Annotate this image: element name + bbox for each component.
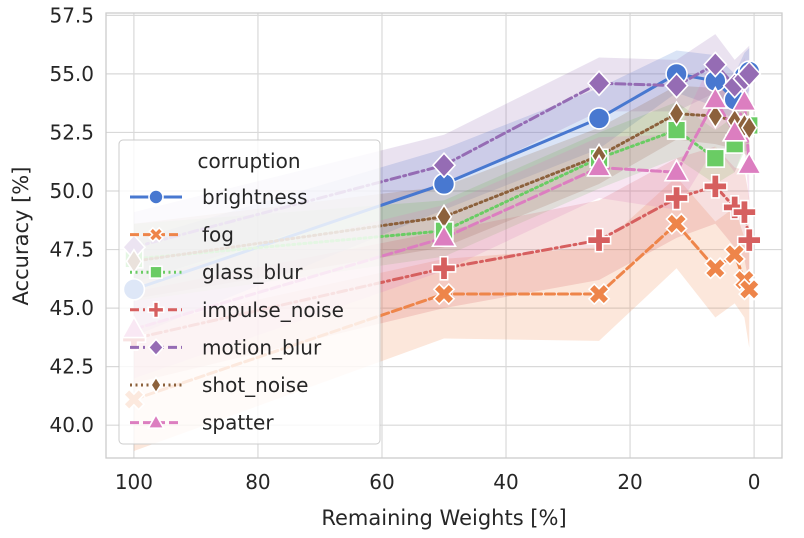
legend-entry-shot_noise: shot_noise xyxy=(130,373,308,397)
legend-marker xyxy=(147,301,165,319)
y-tick-label: 47.5 xyxy=(49,238,94,262)
y-tick-label: 42.5 xyxy=(49,355,94,379)
marker-impulse_noise xyxy=(736,227,762,253)
x-tick-label: 80 xyxy=(245,470,270,494)
tick-labels: 100 80 60 40 20 0 40.0 42.5 45.0 47.5 50.0 52.5 55.0… xyxy=(49,3,760,494)
legend-entry-glass_blur: glass_blur xyxy=(130,260,303,284)
y-tick-label: 57.5 xyxy=(49,3,94,27)
marker-impulse_noise xyxy=(702,173,728,199)
legend-entries: brightness fog glass_blur impulse_noisemoti… xyxy=(130,185,344,435)
marker-shot_noise xyxy=(740,114,758,141)
marker-fog xyxy=(665,212,688,236)
legend-label: motion_blur xyxy=(202,335,322,359)
marker-spatter xyxy=(702,85,729,109)
marker-fog xyxy=(738,278,761,301)
legend-label: impulse_noise xyxy=(202,298,344,322)
marker-motion_blur xyxy=(431,151,457,179)
x-tick-label: 100 xyxy=(115,470,153,494)
marker-motion_blur xyxy=(703,51,728,78)
legend-label: spatter xyxy=(202,411,274,435)
marker-spatter xyxy=(663,158,690,182)
legend-entry-impulse_noise: impulse_noise xyxy=(130,298,344,322)
legend-marker xyxy=(148,189,164,205)
legend-marker xyxy=(149,265,163,279)
legend-title: corruption xyxy=(197,149,300,173)
marker-spatter xyxy=(736,151,763,175)
marker-spatter xyxy=(731,88,758,112)
marker-spatter xyxy=(431,224,457,248)
legend-label: glass_blur xyxy=(202,260,303,284)
marker-shot_noise xyxy=(668,100,685,127)
plot-frame xyxy=(105,12,783,459)
legend-entry-spatter: spatter xyxy=(130,411,274,435)
x-tick-label: 40 xyxy=(493,470,518,494)
line-glass_blur xyxy=(132,123,751,261)
marker-impulse_noise xyxy=(431,255,457,281)
x-tick-label: 20 xyxy=(617,470,642,494)
marker-fog xyxy=(587,282,611,306)
legend: corruption brightness fog glass_blurimpuls… xyxy=(118,139,381,445)
legend-marker xyxy=(148,226,164,243)
y-tick-label: 45.0 xyxy=(49,296,94,320)
marker-fog xyxy=(432,282,456,306)
marker-impulse_noise xyxy=(586,227,612,253)
y-tick-label: 55.0 xyxy=(49,62,94,86)
marker-spatter xyxy=(721,118,748,142)
legend-marker xyxy=(146,412,166,430)
y-tick-label: 52.5 xyxy=(49,120,94,144)
marker-brightness xyxy=(587,107,611,130)
marker-glass_blur xyxy=(705,148,726,168)
marker-motion_blur xyxy=(664,72,689,99)
legend-entry-brightness: brightness xyxy=(130,185,308,209)
legend-entry-fog: fog xyxy=(130,223,234,247)
marker-spatter xyxy=(586,153,612,177)
legend-label: shot_noise xyxy=(202,373,308,397)
marker-fog xyxy=(704,257,727,280)
marker-shot_noise xyxy=(707,103,724,130)
y-tick-label: 50.0 xyxy=(49,179,94,203)
legend-marker xyxy=(147,338,165,357)
legend-marker xyxy=(150,375,162,395)
marker-impulse_noise xyxy=(732,199,757,225)
marker-motion_blur xyxy=(737,60,762,88)
x-axis-title: Remaining Weights [%] xyxy=(321,506,566,530)
marker-fog xyxy=(723,243,746,266)
y-tick-label: 40.0 xyxy=(49,413,94,437)
x-tick-label: 0 xyxy=(748,470,761,494)
marker-motion_blur xyxy=(586,70,612,97)
legend-entry-motion_blur: motion_blur xyxy=(130,335,322,359)
marker-impulse_noise xyxy=(664,185,689,211)
legend-label: fog xyxy=(202,223,234,247)
y-axis-title: Accuracy [%] xyxy=(9,167,33,306)
marker-impulse_noise xyxy=(722,195,748,220)
x-tick-label: 60 xyxy=(369,470,394,494)
legend-label: brightness xyxy=(202,185,308,209)
legend-box xyxy=(118,139,381,445)
